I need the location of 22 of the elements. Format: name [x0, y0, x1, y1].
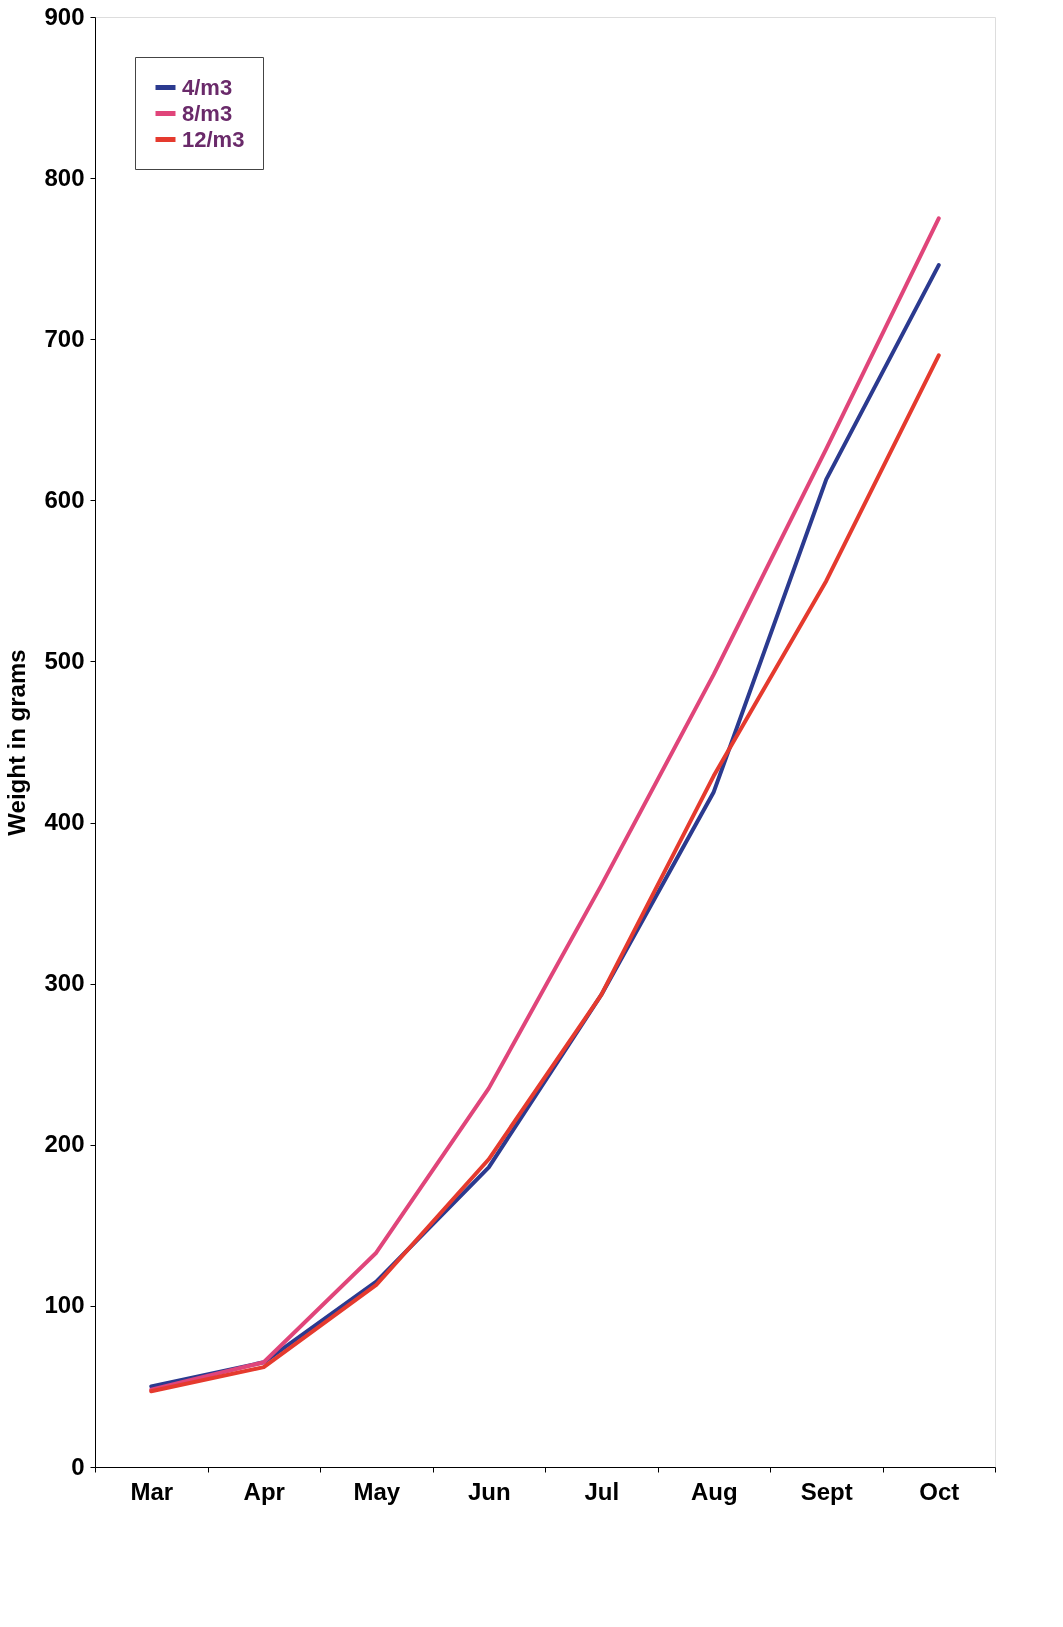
x-tick-label: Jul [584, 1477, 620, 1505]
y-tick-label: 0 [71, 1452, 85, 1480]
legend-label: 8/m3 [182, 100, 233, 126]
x-tick-label: Jun [467, 1477, 511, 1505]
y-tick-label: 600 [44, 485, 85, 513]
y-tick-label: 800 [44, 163, 85, 191]
x-tick-label: Aug [690, 1477, 738, 1505]
y-tick-label: 300 [44, 969, 85, 997]
y-tick-label: 200 [44, 1130, 85, 1158]
y-tick-label: 400 [44, 808, 85, 836]
legend-label: 12/m3 [182, 126, 245, 152]
y-tick-label: 100 [44, 1291, 85, 1319]
x-tick-label: Sept [800, 1477, 853, 1505]
y-axis-title: Weight in grams [3, 649, 31, 836]
legend-label: 4/m3 [182, 74, 233, 100]
x-tick-label: May [353, 1477, 401, 1505]
y-tick-label: 500 [44, 646, 85, 674]
x-tick-label: Apr [243, 1477, 285, 1505]
y-tick-label: 900 [44, 2, 85, 30]
y-tick-label: 700 [44, 324, 85, 352]
x-tick-label: Oct [919, 1477, 960, 1505]
x-tick-label: Mar [130, 1477, 174, 1505]
